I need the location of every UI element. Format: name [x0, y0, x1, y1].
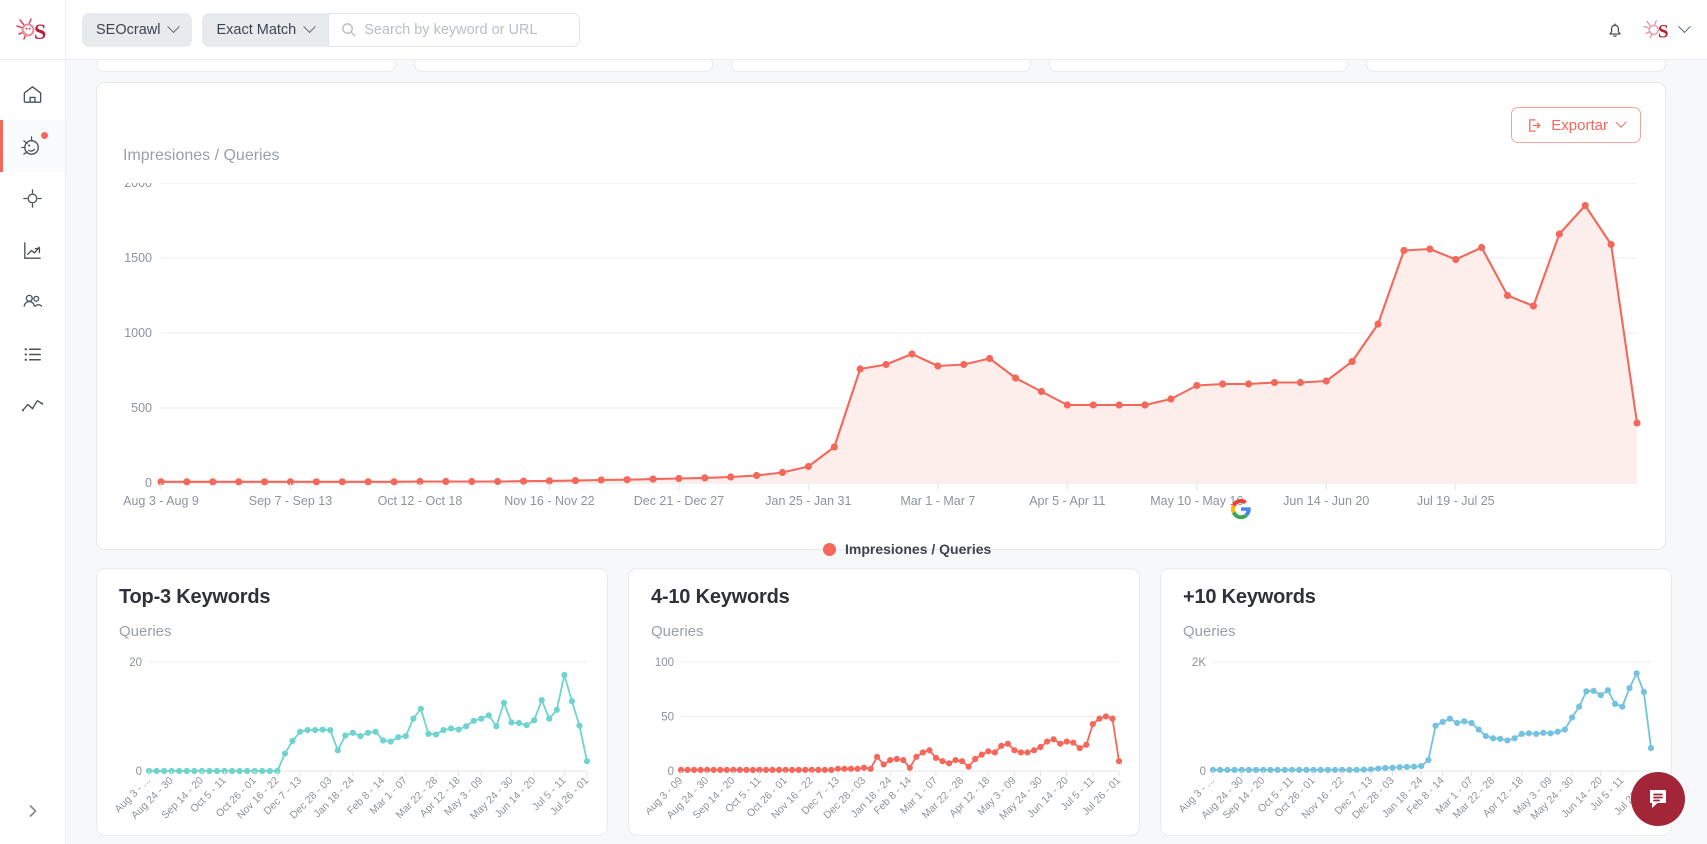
chevron-right-icon: [25, 803, 41, 819]
sidebar-item-home[interactable]: [0, 68, 65, 120]
notification-badge-dot: [40, 131, 49, 140]
svg-text:50: 50: [661, 711, 674, 723]
impressions-chart-card: Exportar Impresiones / Queries 0 500 1000 1…: [96, 82, 1666, 557]
svg-text:0: 0: [145, 476, 152, 490]
card-title: 4-10 Keywords: [651, 586, 790, 608]
kpi-card[interactable]: [413, 60, 714, 72]
chart-legend[interactable]: Impresiones / Queries: [823, 541, 991, 557]
card-subtitle: Queries: [651, 623, 704, 640]
bell-icon[interactable]: [1605, 20, 1625, 40]
topbar-right: S: [1605, 18, 1707, 42]
card-subtitle: Queries: [1183, 623, 1236, 640]
user-menu[interactable]: S: [1643, 18, 1691, 42]
card-title: +10 Keywords: [1183, 586, 1316, 608]
sidebar-item-audience[interactable]: [0, 276, 65, 328]
svg-text:S: S: [1658, 21, 1668, 41]
users-icon: [21, 290, 45, 314]
sidebar-item-crawl[interactable]: [0, 120, 65, 172]
svg-text:S: S: [34, 19, 46, 44]
chart-title: Impresiones / Queries: [123, 147, 280, 164]
seocrawl-avatar-icon: S: [1643, 18, 1673, 42]
svg-text:500: 500: [131, 401, 152, 415]
svg-text:2K: 2K: [1192, 657, 1206, 669]
svg-text:Dec 21 - Dec 27: Dec 21 - Dec 27: [634, 494, 724, 508]
svg-text:Jan 25 - Jan 31: Jan 25 - Jan 31: [765, 494, 851, 508]
export-button[interactable]: Exportar: [1511, 107, 1641, 143]
sidebar-item-lists[interactable]: [0, 328, 65, 380]
topbar-controls: SEOcrawl Exact Match: [66, 12, 581, 47]
sidebar-item-analytics[interactable]: [0, 380, 65, 432]
project-selector[interactable]: SEOcrawl: [82, 12, 193, 47]
kpi-card[interactable]: [1366, 60, 1666, 72]
chevron-down-icon: [1615, 116, 1627, 128]
chat-fab-button[interactable]: [1631, 772, 1685, 826]
kw4to10-card: 4-10 Keywords Queries 0 50 100 Aug 3 - 09 Au…: [628, 568, 1140, 836]
svg-text:Apr 5 - Apr 11: Apr 5 - Apr 11: [1029, 494, 1105, 508]
legend-color-swatch: [823, 542, 836, 556]
search-box[interactable]: [328, 12, 581, 47]
match-type-selector[interactable]: Exact Match: [202, 12, 329, 47]
svg-text:0: 0: [136, 766, 142, 778]
legend-label: Impresiones / Queries: [845, 541, 992, 557]
svg-text:1500: 1500: [124, 251, 152, 265]
kpi-card[interactable]: [731, 60, 1031, 72]
sidebar-item-growth[interactable]: [0, 224, 65, 276]
impressions-plot: 0 500 1000 1500 2000 Aug 3 - Aug 9 Sep 7 - Sep…: [123, 183, 1643, 508]
chevron-down-icon: [1678, 20, 1691, 34]
seocrawl-logo-icon: S: [15, 16, 50, 44]
export-button-label: Exportar: [1551, 116, 1608, 134]
sidebar: [0, 60, 66, 844]
svg-text:Sep 7 - Sep 13: Sep 7 - Sep 13: [249, 494, 332, 508]
svg-text:100: 100: [655, 657, 674, 669]
kpi-cards-row-cropped: [96, 60, 1666, 72]
line-chart-icon: [20, 394, 45, 419]
card-subtitle: Queries: [119, 623, 172, 640]
chat-message-icon: [1645, 786, 1671, 812]
kwplus10-card: +10 Keywords Queries 0 2K Aug 3 - ... Aug 2…: [1160, 568, 1672, 836]
home-icon: [21, 83, 44, 106]
project-selector-label: SEOcrawl: [96, 21, 161, 38]
search-icon: [341, 22, 356, 37]
chevron-down-icon: [303, 20, 317, 34]
crawler-icon: [20, 134, 45, 159]
search-combo: Exact Match: [202, 12, 581, 47]
kwplus10-plot: 0 2K Aug 3 - ... Aug 24 - 30 Sep 14 - 20 Oct …: [1179, 651, 1655, 822]
content-area: Exportar Impresiones / Queries 0 500 1000 1…: [66, 60, 1707, 844]
svg-text:Nov 16 - Nov 22: Nov 16 - Nov 22: [504, 494, 594, 508]
svg-text:0: 0: [1200, 766, 1206, 778]
svg-text:Jun 14 - Jun 20: Jun 14 - Jun 20: [1283, 494, 1369, 508]
google-logo-icon: [1230, 498, 1252, 520]
svg-text:Jul 19 - Jul 25: Jul 19 - Jul 25: [1417, 494, 1495, 508]
brand-logo-cell[interactable]: S: [0, 0, 66, 60]
svg-text:20: 20: [129, 657, 142, 669]
list-icon: [21, 343, 44, 366]
search-input[interactable]: [364, 21, 568, 38]
svg-text:May 10 - May 16: May 10 - May 16: [1150, 494, 1243, 508]
svg-text:Mar 1 - Mar 7: Mar 1 - Mar 7: [900, 494, 975, 508]
sidebar-expand-button[interactable]: [0, 788, 66, 834]
target-icon: [21, 187, 44, 210]
export-icon: [1527, 118, 1542, 133]
svg-text:2000: 2000: [124, 183, 152, 190]
svg-text:Aug 3 - Aug 9: Aug 3 - Aug 9: [123, 494, 199, 508]
kw4to10-plot: 0 50 100 Aug 3 - 09 Aug 24 - 30 Sep 14 - 20 Oc…: [647, 651, 1123, 822]
svg-text:Oct 12 - Oct 18: Oct 12 - Oct 18: [378, 494, 463, 508]
chart-up-icon: [21, 239, 44, 262]
card-title: Top-3 Keywords: [119, 586, 271, 608]
kpi-card[interactable]: [1048, 60, 1349, 72]
sidebar-item-targets[interactable]: [0, 172, 65, 224]
top-bar: S SEOcrawl Exact Match: [0, 0, 1707, 60]
chevron-down-icon: [167, 20, 181, 34]
svg-text:0: 0: [668, 766, 674, 778]
top3-keywords-card: Top-3 Keywords Queries 0 20 Aug 3 - ... Aug…: [96, 568, 608, 836]
match-type-label: Exact Match: [216, 21, 297, 38]
kpi-card[interactable]: [96, 60, 396, 72]
top3-plot: 0 20 Aug 3 - ... Aug 24 - 30 Sep 14 - 20 Oct …: [115, 651, 591, 822]
svg-text:1000: 1000: [124, 326, 152, 340]
